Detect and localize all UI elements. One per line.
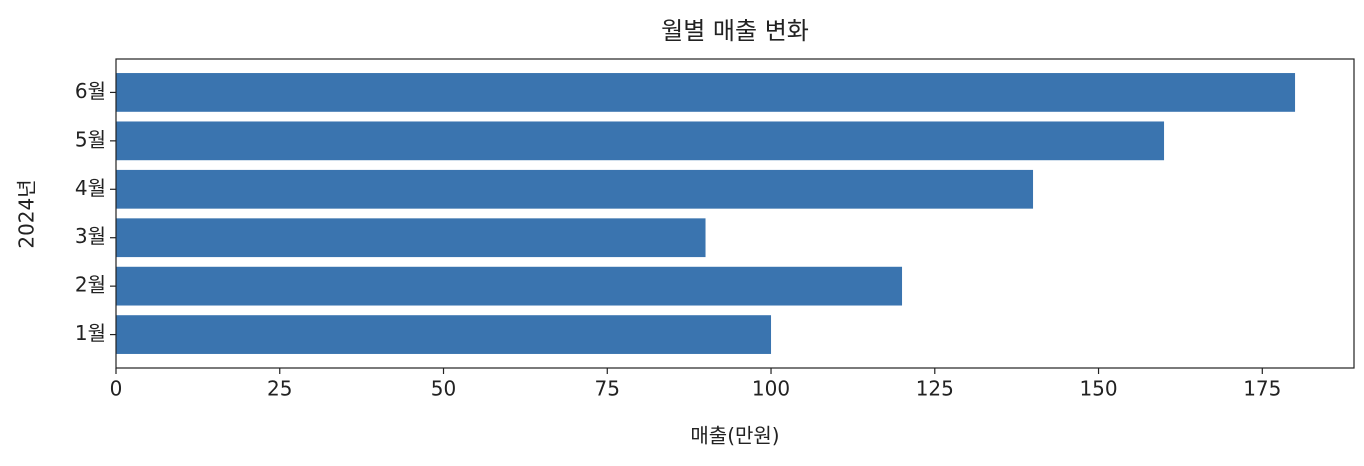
x-tick-label: 125	[916, 377, 954, 401]
bar	[116, 73, 1296, 112]
x-tick-label: 0	[110, 377, 123, 401]
y-tick-label: 6월	[75, 79, 106, 103]
bar	[116, 218, 706, 258]
y-axis-label: 2024년	[15, 179, 39, 248]
x-tick-label: 50	[431, 377, 456, 401]
y-tick-label: 3월	[75, 224, 106, 248]
chart-title: 월별 매출 변화	[661, 17, 809, 45]
y-tick-label: 5월	[75, 127, 106, 151]
bar	[116, 266, 903, 306]
plot-frame	[115, 58, 1355, 369]
y-tick-label: 1월	[75, 321, 106, 345]
x-tick-label: 75	[595, 377, 620, 401]
x-tick-label: 25	[267, 377, 292, 401]
x-tick-label: 100	[752, 377, 790, 401]
y-tick-label: 4월	[75, 176, 106, 200]
x-tick-label: 150	[1079, 377, 1117, 401]
bar	[116, 315, 772, 354]
x-axis-label: 매출(만원)	[690, 424, 779, 448]
x-tick-label: 175	[1243, 377, 1281, 401]
bar	[116, 121, 1165, 161]
bar	[116, 169, 1034, 209]
y-tick-label: 2월	[75, 273, 106, 297]
